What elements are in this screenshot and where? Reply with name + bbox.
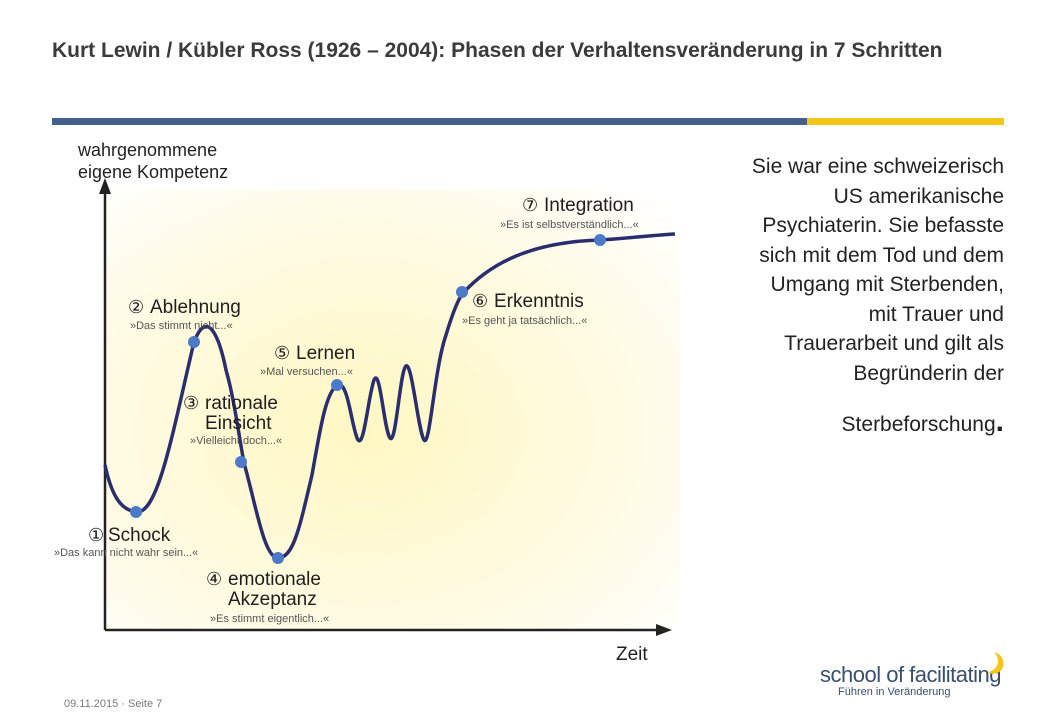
logo-main-text: school of facilitating — [820, 662, 1002, 687]
logo-moon-icon — [988, 652, 1004, 674]
x-axis-label: Zeit — [616, 644, 648, 665]
phase-7-name: Integration — [544, 195, 634, 216]
phase-4-name: emotionale — [228, 569, 321, 590]
footer-date-page: 09.11.2015 · Seite 7 — [64, 698, 163, 710]
phase-point-integration — [594, 234, 606, 246]
biography-body: Sie war eine schweizerisch US amerikanis… — [751, 155, 1004, 385]
phase-point-emotionale-akzeptanz — [272, 552, 284, 564]
title-underline-yellow — [807, 118, 1004, 125]
logo-sub-text: Führen in Veränderung — [838, 686, 951, 698]
biography-period: . — [995, 405, 1004, 438]
change-curve-figure: wahrgenommene eigene Kompetenz Zeit ① Sc… — [50, 130, 690, 670]
y-axis-label-line-2: eigene Kompetenz — [78, 162, 228, 182]
phase-point-lernen — [331, 379, 343, 391]
y-axis-arrow — [99, 178, 111, 194]
x-axis-arrow — [656, 624, 672, 636]
phase-point-erkenntnis — [456, 286, 468, 298]
phase-6-number: ⑥ — [472, 291, 488, 311]
phase-2-name: Ablehnung — [150, 297, 241, 318]
phase-4-name-line-2: Akzeptanz — [228, 589, 317, 610]
phase-4-quote: »Es stimmt eigentlich...« — [210, 613, 329, 625]
title-underline-blue — [52, 118, 807, 125]
phase-5-quote: »Mal versuchen...« — [260, 366, 353, 378]
phase-3-number: ③ — [183, 393, 199, 413]
figure-background — [105, 190, 680, 630]
change-curve — [103, 232, 676, 560]
slide-title: Kurt Lewin / Kübler Ross (1926 – 2004): … — [52, 39, 943, 62]
phase-7-number: ⑦ — [522, 195, 538, 215]
phase-3-quote: »Vielleicht doch...« — [190, 435, 282, 447]
phase-3-name-line-2: Einsicht — [205, 413, 272, 434]
phase-3-name: rationale — [205, 393, 278, 414]
phase-1-quote: »Das kann nicht wahr sein...« — [54, 547, 198, 559]
phase-point-rationale-einsicht — [235, 456, 247, 468]
change-curve-svg: wahrgenommene eigene Kompetenz Zeit ① Sc… — [54, 140, 680, 665]
phase-6-name: Erkenntnis — [494, 291, 584, 312]
company-logo: school of facilitating Führen in Verände… — [820, 650, 1010, 700]
phase-4-number: ④ — [206, 569, 222, 589]
phase-2-quote: »Das stimmt nicht...« — [130, 320, 233, 332]
phase-1-name: Schock — [108, 525, 171, 546]
biography-text: Sie war eine schweizerisch US amerikanis… — [750, 152, 1004, 440]
phase-1-number: ① — [88, 525, 104, 545]
phase-point-schock — [130, 506, 142, 518]
phase-5-number: ⑤ — [274, 343, 290, 363]
y-axis-label-line-1: wahrgenommene — [77, 140, 217, 160]
phase-2-number: ② — [128, 297, 144, 317]
phase-6-quote: »Es geht ja tatsächlich...« — [462, 315, 587, 327]
phase-7-quote: »Es ist selbstverständlich...« — [500, 219, 639, 231]
phase-5-name: Lernen — [296, 343, 355, 364]
biography-last-word: Sterbeforschung — [841, 413, 996, 436]
phase-point-ablehnung — [188, 336, 200, 348]
